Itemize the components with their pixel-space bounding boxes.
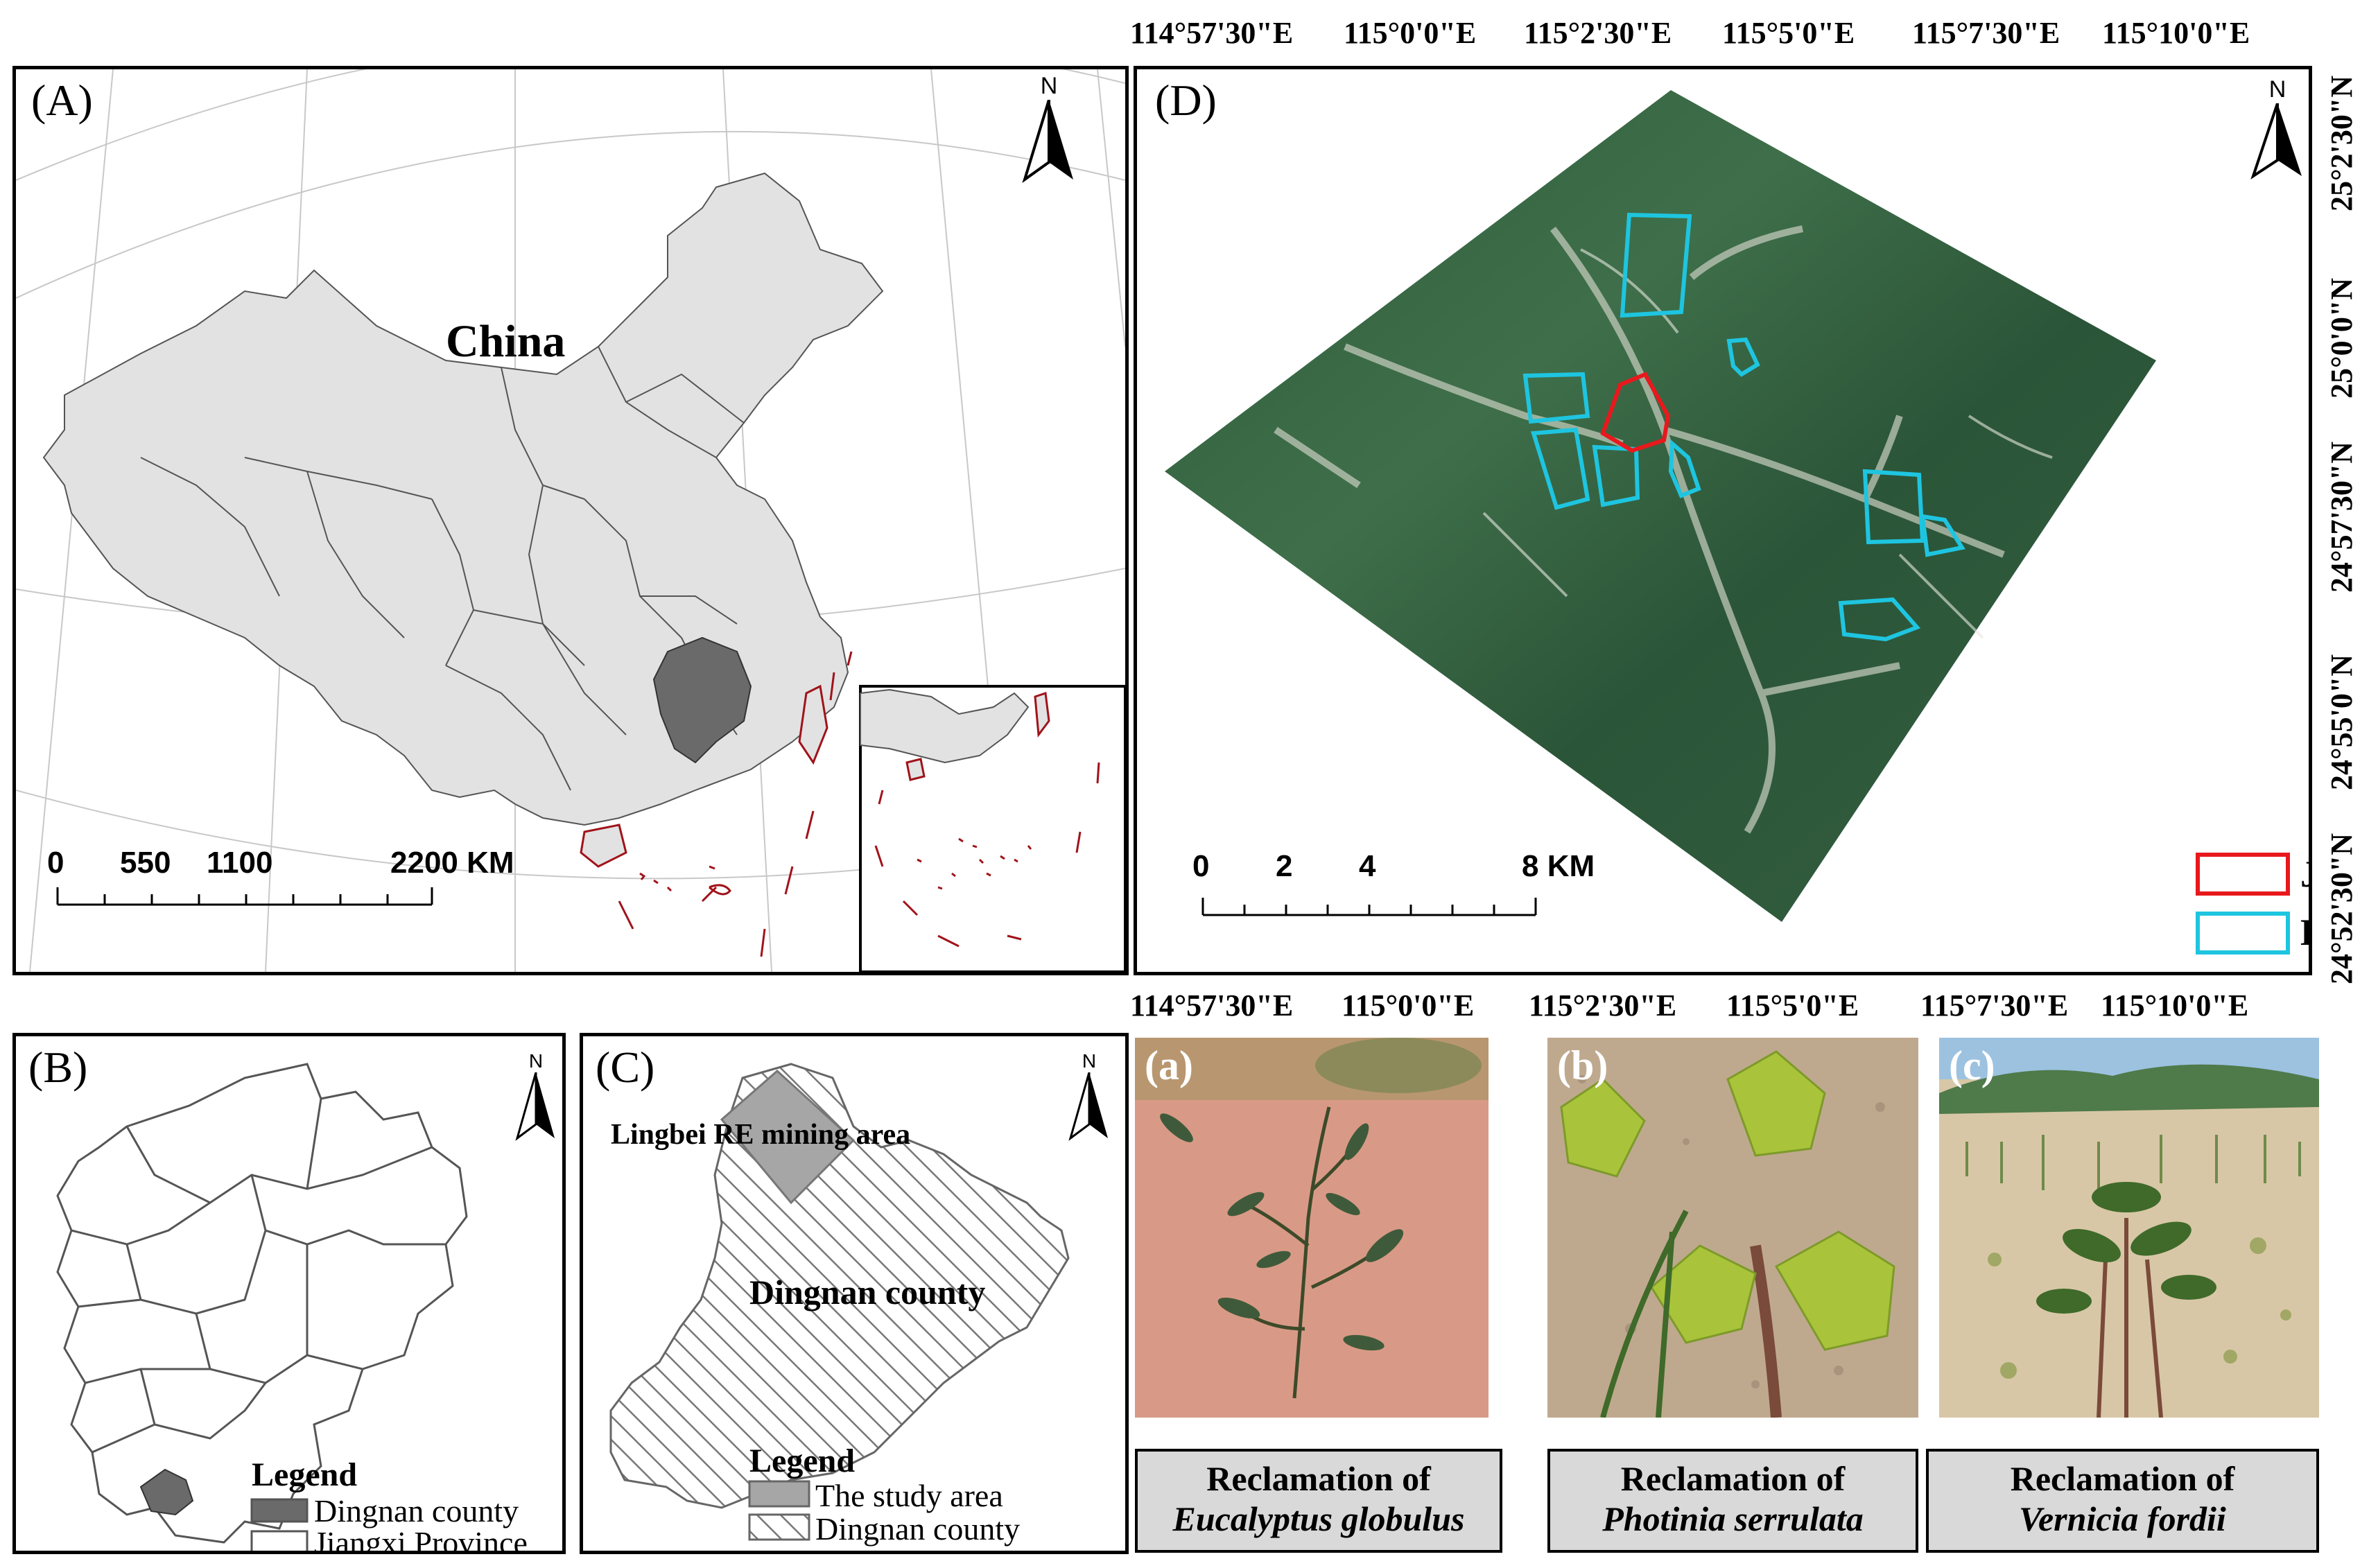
- scale-d-tick-2: 4: [1359, 849, 1376, 883]
- right-coord-1: 25°0'0"N: [2325, 277, 2359, 399]
- china-map-graphic: [16, 69, 1125, 972]
- scale-a-tick-2: 1100: [207, 846, 273, 880]
- top-coord-5: 115°10'0"E: [2102, 16, 2250, 50]
- mine-site-polygon: [1600, 372, 1671, 453]
- north-label-b: N: [528, 1050, 544, 1072]
- north-arrow-icon: N: [1021, 73, 1077, 186]
- top-coord-2: 115°2'30"E: [1524, 16, 1672, 50]
- bottom-coord-0: 114°57'30"E: [1130, 988, 1294, 1022]
- lingbei-area-label: Lingbei RE mining area: [611, 1119, 911, 1151]
- mining-area-polygon-4: [1531, 427, 1590, 510]
- dingnan-map-graphic: [609, 1063, 1070, 1541]
- north-label-c: N: [1082, 1050, 1097, 1072]
- bottom-coord-3: 115°5'0"E: [1726, 988, 1859, 1022]
- scale-a-tick-3: 2200 KM: [390, 846, 514, 880]
- caption-a-prefix: Reclamation of: [1206, 1459, 1431, 1498]
- panel-b-label: (B): [28, 1043, 88, 1092]
- north-label: N: [1040, 73, 1058, 99]
- mining-area-polygon-8: [1920, 514, 1965, 557]
- north-label-d: N: [2268, 76, 2286, 103]
- scale-d-tick-1: 2: [1276, 849, 1293, 883]
- north-arrow-icon: N: [2250, 76, 2305, 183]
- panel-b-jiangxi-map: (B) N Legend Dingnan county Jiangxi Prov…: [12, 1033, 566, 1554]
- right-coord-2: 24°57'30"N: [2325, 441, 2359, 593]
- right-coord-4: 24°52'30"N: [2325, 833, 2359, 984]
- photo-b-photinia: (b): [1547, 1038, 1918, 1418]
- study-area-shape: [720, 1069, 856, 1205]
- mining-area-polygon-9: [1838, 597, 1921, 642]
- legend-b-title: Legend: [252, 1456, 358, 1493]
- bottom-coord-5: 115°10'0"E: [2101, 988, 2249, 1022]
- bottom-coord-4: 115°7'30"E: [1920, 988, 2069, 1022]
- satellite-tile: [1165, 90, 2156, 922]
- mining-area-polygon-1: [1620, 212, 1692, 318]
- north-arrow-icon: N: [1068, 1050, 1110, 1145]
- top-coord-3: 115°5'0"E: [1722, 16, 1855, 50]
- scale-d-tick-3: 8 KM: [1522, 849, 1595, 883]
- legend-d-item-mining-area: Linbei RE mining area: [2300, 911, 2309, 954]
- panel-c-label: (C): [596, 1043, 655, 1092]
- caption-b-prefix: Reclamation of: [1620, 1459, 1846, 1498]
- jiangxi-province-highlight: [652, 636, 752, 764]
- panel-a-label: (A): [31, 76, 93, 125]
- caption-c-prefix: Reclamation of: [2010, 1459, 2235, 1498]
- scale-a-tick-0: 0: [47, 846, 64, 880]
- top-coord-4: 115°7'30"E: [1912, 16, 2060, 50]
- caption-b-species: Photinia serrulata: [1602, 1499, 1864, 1538]
- hainan-outline: [580, 824, 627, 868]
- caption-c-species: Vernicia fordii: [2019, 1499, 2226, 1538]
- right-coord-0: 25°2'30"N: [2325, 75, 2359, 211]
- scale-a-tick-1: 550: [120, 846, 171, 880]
- scale-d-tick-0: 0: [1192, 849, 1210, 883]
- caption-c: Reclamation of Vernicia fordii: [1926, 1449, 2319, 1553]
- photo-a-label: (a): [1145, 1043, 1193, 1088]
- panel-a-china-map: (A) China N 0 550 1100 2200 KM: [12, 66, 1129, 975]
- top-coord-0: 114°57'30"E: [1130, 16, 1294, 50]
- legend-c-item-study-area: The study area: [815, 1478, 1003, 1513]
- bottom-coord-2: 115°2'30"E: [1529, 988, 1677, 1022]
- right-coord-3: 24°55'0"N: [2325, 654, 2359, 790]
- mining-area-polygon-6: [1668, 439, 1701, 498]
- panel-d-label: (D): [1155, 76, 1217, 125]
- panel-c-dingnan-map: (C) N Lingbei RE mining area Dingnan cou…: [580, 1033, 1129, 1554]
- caption-a-species: Eucalyptus globulus: [1172, 1499, 1465, 1538]
- satellite-image-graphic: [1165, 90, 2290, 955]
- bottom-coord-1: 115°0'0"E: [1342, 988, 1475, 1022]
- top-coord-1: 115°0'0"E: [1344, 16, 1477, 50]
- legend-c-item-dingnan: Dingnan county: [815, 1511, 1021, 1547]
- china-label: China: [446, 316, 566, 367]
- mining-area-polygon-3: [1522, 372, 1590, 424]
- legend-d-item-mine-site: Jiazibei mine site: [2300, 853, 2309, 896]
- panel-d-satellite-map: (D) N 0 2 4 8 KM Jiazibei mine site Linb…: [1134, 66, 2312, 975]
- legend-b-item-dingnan: Dingnan county: [314, 1493, 519, 1528]
- photo-c-vernicia: (c): [1939, 1038, 2319, 1418]
- caption-b: Reclamation of Photinia serrulata: [1547, 1449, 1918, 1553]
- china-landmass: [42, 172, 884, 826]
- taiwan-outline: [798, 684, 828, 765]
- photo-c-label: (c): [1949, 1043, 1995, 1088]
- jiangxi-map-graphic: [56, 1063, 468, 1551]
- dingnan-county-label: Dingnan county: [749, 1273, 986, 1312]
- mining-area-polygon-7: [1862, 469, 1925, 545]
- dingnan-county-shape: [609, 1063, 1070, 1509]
- north-arrow-icon: N: [515, 1050, 557, 1145]
- legend-c-title: Legend: [749, 1443, 856, 1479]
- dingnan-county-in-jiangxi: [139, 1468, 194, 1516]
- photo-b-label: (b): [1557, 1043, 1608, 1088]
- legend-b-item-jiangxi: Jiangxi Province: [314, 1525, 528, 1554]
- caption-a: Reclamation of Eucalyptus globulus: [1135, 1449, 1502, 1553]
- mining-area-polygon-2: [1726, 337, 1760, 377]
- mining-area-polygon-5: [1592, 444, 1640, 507]
- photo-a-eucalyptus: (a): [1135, 1038, 1489, 1418]
